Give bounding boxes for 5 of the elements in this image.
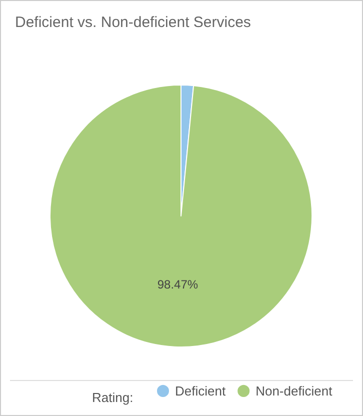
chart-title: Deficient vs. Non-deficient Services (15, 14, 251, 31)
legend-label: Non-deficient (256, 384, 333, 398)
legend-title: Rating: (92, 390, 134, 405)
legend-label: Deficient (175, 384, 226, 398)
data-label: 98.47% (157, 277, 198, 292)
